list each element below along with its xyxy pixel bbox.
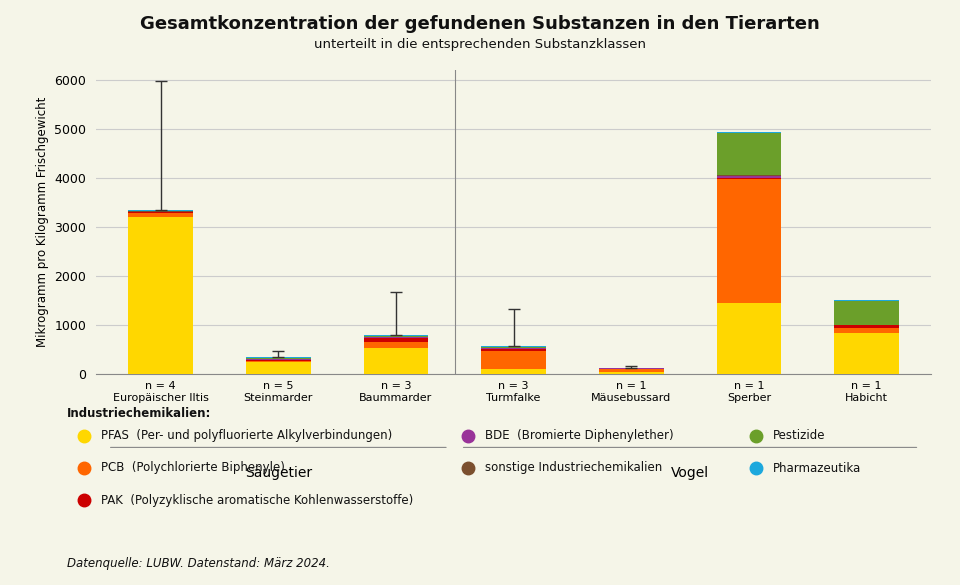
Text: Vogel: Vogel bbox=[671, 466, 709, 480]
Bar bbox=[481, 370, 546, 374]
Y-axis label: Mikrogramm pro Kilogramm Frischgewicht: Mikrogramm pro Kilogramm Frischgewicht bbox=[36, 97, 49, 347]
Bar bbox=[834, 328, 899, 333]
Bar bbox=[716, 132, 781, 133]
Bar bbox=[716, 179, 781, 303]
Text: PAK  (Polyzyklische aromatische Kohlenwasserstoffe): PAK (Polyzyklische aromatische Kohlenwas… bbox=[101, 494, 413, 507]
Bar bbox=[364, 335, 428, 336]
Bar bbox=[246, 361, 311, 362]
Bar bbox=[246, 357, 311, 358]
Bar bbox=[716, 178, 781, 179]
Text: Industriechemikalien:: Industriechemikalien: bbox=[67, 407, 211, 419]
Text: Pestizide: Pestizide bbox=[773, 429, 826, 442]
Bar bbox=[716, 303, 781, 374]
Bar bbox=[129, 218, 193, 374]
Text: BDE  (Bromierte Diphenylether): BDE (Bromierte Diphenylether) bbox=[485, 429, 673, 442]
Bar bbox=[834, 333, 899, 374]
Bar bbox=[246, 362, 311, 374]
Bar bbox=[364, 348, 428, 374]
Bar bbox=[716, 176, 781, 178]
Bar bbox=[364, 342, 428, 348]
Bar bbox=[716, 133, 781, 175]
Text: PCB  (Polychlorierte Biphenyle): PCB (Polychlorierte Biphenyle) bbox=[101, 462, 285, 474]
Bar bbox=[599, 372, 663, 374]
Bar bbox=[481, 349, 546, 352]
Text: Datenquelle: LUBW. Datenstand: März 2024.: Datenquelle: LUBW. Datenstand: März 2024… bbox=[67, 558, 330, 570]
Bar bbox=[246, 358, 311, 359]
Text: sonstige Industriechemikalien: sonstige Industriechemikalien bbox=[485, 462, 662, 474]
Bar bbox=[834, 325, 899, 328]
Bar bbox=[364, 338, 428, 342]
Bar bbox=[246, 360, 311, 361]
Bar bbox=[834, 301, 899, 325]
Text: Säugetier: Säugetier bbox=[245, 466, 312, 480]
Bar bbox=[481, 346, 546, 347]
Bar bbox=[129, 214, 193, 218]
Bar bbox=[129, 212, 193, 214]
Text: Pharmazeutika: Pharmazeutika bbox=[773, 462, 861, 474]
Text: PFAS  (Per- und polyfluorierte Alkylverbindungen): PFAS (Per- und polyfluorierte Alkylverbi… bbox=[101, 429, 392, 442]
Bar bbox=[599, 369, 663, 372]
Text: unterteilt in die entsprechenden Substanzklassen: unterteilt in die entsprechenden Substan… bbox=[314, 38, 646, 51]
Bar bbox=[481, 347, 546, 348]
Text: Gesamtkonzentration der gefundenen Substanzen in den Tierarten: Gesamtkonzentration der gefundenen Subst… bbox=[140, 15, 820, 33]
Bar bbox=[481, 352, 546, 370]
